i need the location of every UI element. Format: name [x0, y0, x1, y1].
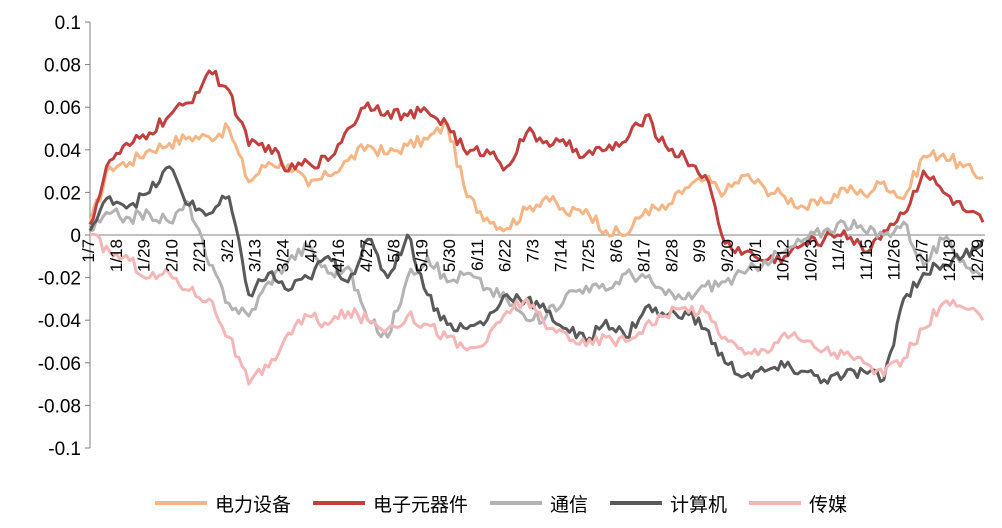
x-tick-label: 7/25 [579, 239, 598, 272]
series-line-2 [89, 199, 985, 339]
legend-swatch-4 [749, 501, 802, 505]
x-tick-label: 4/5 [301, 239, 320, 263]
series-line-3 [88, 165, 985, 385]
series-lines [88, 69, 985, 386]
x-tick-label: 1/7 [79, 239, 98, 263]
legend-label-1: 电子元器件 [372, 493, 468, 516]
line-chart: 0.1 0.08 0.06 0.04 0.02 0 -0.02 -0.04 -0.06 -0.08… [38, 13, 987, 460]
y-tick-label: 0.06 [44, 98, 81, 119]
x-tick-label: 8/17 [635, 239, 654, 272]
x-tick-label: 8/28 [662, 239, 681, 272]
y-tick-label: 0.1 [55, 13, 81, 34]
x-tick-label: 2/21 [190, 239, 209, 272]
x-tick-label: 10/23 [801, 239, 820, 282]
x-tick-label: 7/3 [524, 239, 543, 263]
x-tick-label: 1/29 [135, 239, 154, 272]
legend-swatch-0 [154, 501, 207, 505]
x-tick-label: 4/16 [329, 239, 348, 272]
legend-swatch-2 [489, 501, 542, 505]
x-tick-label: 12/7 [912, 239, 931, 272]
legend-label-3: 计算机 [670, 493, 728, 516]
x-tick-label: 5/19 [412, 239, 431, 272]
x-tick-label: 6/11 [468, 239, 487, 271]
x-tick-label: 5/8 [385, 239, 404, 263]
x-tick-label: 4/27 [357, 239, 376, 272]
x-tick-label: 3/2 [218, 239, 237, 263]
x-tick-label: 10/1 [746, 239, 765, 272]
x-tick-label: 8/6 [607, 239, 626, 263]
x-tick-label: 3/24 [273, 239, 292, 272]
y-tick-label: -0.08 [38, 396, 81, 417]
series-line-0 [88, 121, 984, 238]
y-tick-label: -0.02 [38, 269, 81, 290]
x-tick-label: 9/9 [690, 239, 709, 263]
x-tick-label: 10/12 [774, 239, 793, 282]
legend-swatch-1 [312, 501, 365, 505]
legend-label-0: 电力设备 [214, 493, 291, 516]
legend: 电力设备 电子元器件 通信 计算机 传媒 [0, 486, 1002, 520]
legend-item-0: 电力设备 [154, 490, 291, 517]
y-tick-label: -0.06 [38, 354, 81, 375]
y-tick-label: 0 [70, 226, 81, 247]
x-tick-label: 1/18 [107, 239, 126, 272]
x-tick-label: 11/4 [829, 239, 848, 271]
y-tick-label: -0.1 [48, 439, 81, 460]
x-tick-label: 5/30 [440, 239, 459, 272]
y-axis-ticks: 0.1 0.08 0.06 0.04 0.02 0 -0.02 -0.04 -0.06 -0.08… [38, 13, 90, 460]
legend-item-1: 电子元器件 [312, 490, 468, 517]
series-line-1 [88, 69, 985, 265]
y-tick-label: 0.04 [44, 141, 81, 162]
x-axis-ticks: 1/7 1/18 1/29 2/10 2/21 3/2 3/13 3/24 4/5 4/16 4/2… [79, 239, 987, 282]
x-tick-label: 9/20 [718, 239, 737, 272]
x-tick-label: 11/15 [857, 239, 876, 280]
legend-label-2: 通信 [549, 493, 588, 516]
x-tick-label: 3/13 [246, 239, 265, 272]
x-tick-label: 7/14 [551, 239, 570, 272]
legend-item-4: 传媒 [749, 490, 847, 517]
x-tick-label: 12/29 [968, 239, 987, 282]
legend-item-2: 通信 [489, 490, 588, 517]
x-tick-label: 6/22 [496, 239, 515, 272]
series-line-4 [89, 232, 985, 386]
y-tick-label: -0.04 [38, 311, 82, 332]
legend-swatch-3 [610, 501, 662, 505]
x-tick-label: 2/10 [162, 239, 181, 272]
legend-label-4: 传媒 [809, 493, 848, 516]
x-tick-label: 11/26 [885, 239, 904, 280]
legend-item-3: 计算机 [610, 490, 727, 517]
x-tick-label: 12/18 [940, 239, 959, 282]
y-tick-label: 0.08 [44, 56, 81, 77]
y-tick-label: 0.02 [44, 183, 81, 204]
